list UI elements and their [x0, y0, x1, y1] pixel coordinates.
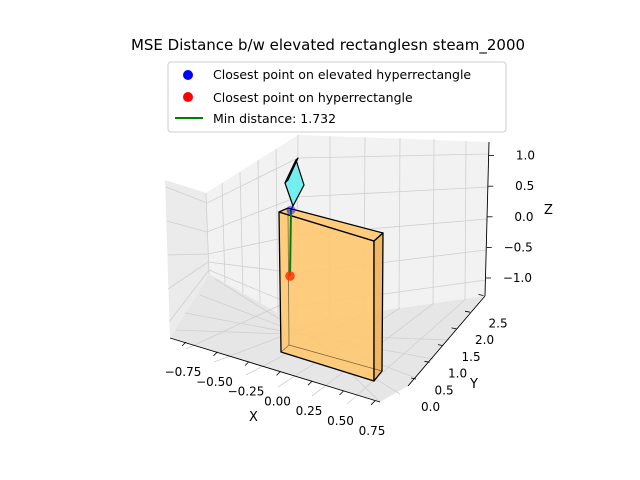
hyperrectangle-closest-point	[285, 271, 295, 281]
chart-title: MSE Distance b/w elevated rectanglesn st…	[131, 36, 525, 55]
y-axis-label: Y	[469, 377, 478, 392]
elevated-hyperrectangle	[284, 157, 305, 212]
left-pane	[165, 180, 209, 338]
legend-label-elevated: Closest point on elevated hyperrectangle	[213, 67, 471, 82]
hyperrectangle	[278, 207, 384, 382]
x-tick-label: 0.50	[327, 414, 354, 428]
x-tick-mark	[276, 371, 281, 376]
y-tick-mark	[464, 310, 471, 313]
y-tick-label: 1.0	[448, 367, 467, 381]
y-tick-label: 0.0	[421, 400, 440, 414]
tick-marks	[181, 155, 494, 406]
x-tick-mark	[339, 390, 344, 396]
hyperrectangle-side-face	[373, 232, 384, 382]
x-axis-label: X	[249, 410, 258, 425]
y-axis-line	[407, 295, 486, 387]
elevated-hyperrectangle-edge	[284, 157, 299, 184]
z-axis-label: Z	[544, 203, 553, 218]
y-tick-labels: 0.0 0.5 1.0 1.5 2.0 2.5	[421, 317, 508, 415]
min-distance-line	[289, 209, 292, 277]
y-tick-label: 2.5	[489, 317, 508, 331]
z-tick-label: −1.0	[503, 271, 532, 285]
x-tick-mark	[244, 361, 250, 366]
legend-box	[167, 61, 507, 133]
legend-marker-hyperrectangle	[183, 92, 193, 102]
z-tick-label: 0.0	[514, 210, 533, 224]
x-tick-label: −0.75	[165, 365, 202, 379]
x-tick-label: 0.75	[359, 424, 386, 438]
z-axis-line	[484, 141, 490, 297]
x-tick-mark	[181, 341, 187, 347]
y-tick-label: 0.5	[435, 383, 454, 397]
y-tick-mark	[437, 344, 444, 346]
legend-marker-elevated	[183, 70, 193, 80]
y-tick-mark	[451, 327, 457, 330]
x-tick-label: −0.25	[228, 385, 265, 399]
x-tick-labels: −0.75−0.50−0.250.00 0.25 0.50 0.75	[165, 365, 386, 438]
y-tick-mark	[410, 377, 417, 380]
axis-lines	[169, 141, 490, 403]
x-tick-mark	[213, 351, 218, 357]
y-tick-label: 2.0	[475, 333, 494, 347]
y-tick-label: 1.5	[462, 350, 481, 364]
legend-label-hyperrectangle: Closest point on hyperrectangle	[213, 90, 413, 105]
y-tick-mark	[478, 294, 484, 296]
y-tick-mark	[424, 360, 430, 363]
x-tick-mark	[370, 400, 376, 406]
x-axis-line	[169, 337, 381, 403]
z-tick-label: 1.0	[516, 149, 535, 163]
x-tick-label: 0.00	[264, 394, 291, 408]
legend: Closest point on elevated hyperrectangle…	[167, 61, 507, 133]
x-tick-mark	[307, 380, 313, 386]
elevated-closest-point	[286, 205, 296, 215]
x-tick-label: 0.25	[296, 404, 323, 418]
x-tick-label: −0.50	[196, 375, 233, 389]
z-tick-labels: −1.0 −0.5 0.0 0.5 1.0	[503, 149, 535, 285]
z-tick-label: −0.5	[504, 240, 533, 254]
legend-label-min-distance: Min distance: 1.732	[213, 111, 336, 126]
z-tick-label: 0.5	[515, 179, 534, 193]
